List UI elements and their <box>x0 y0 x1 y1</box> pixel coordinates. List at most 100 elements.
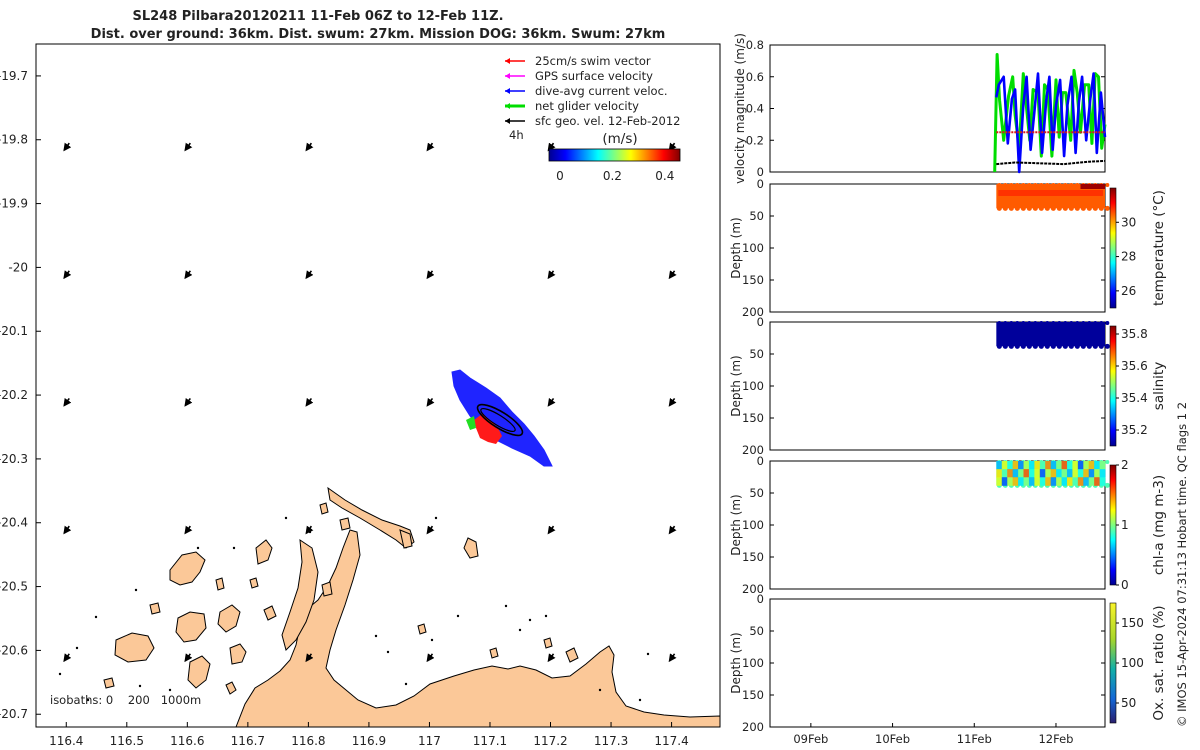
geo-vector-arrow <box>63 142 72 152</box>
depth-y-tick: 50 <box>749 486 764 500</box>
legend-scale-label: 4h <box>509 128 524 142</box>
legend-arrowhead <box>505 118 510 124</box>
time-x-tick: 11Feb <box>957 732 992 746</box>
legend-label: 25cm/s swim vector <box>535 54 651 68</box>
geo-vector-arrow <box>305 653 314 663</box>
colorbar-label: temperature (°C) <box>1151 190 1167 306</box>
credit-text: © IMOS 15-Apr-2024 07:31:13 Hobart time.… <box>1175 402 1189 727</box>
map-y-tick-label: -20.5 <box>0 580 28 594</box>
depth-y-tick: 0 <box>757 315 764 329</box>
map-colorbar-tick: 0.2 <box>603 169 622 183</box>
depth-y-tick: 150 <box>742 411 764 425</box>
geo-vector-arrow <box>305 525 314 535</box>
depth-y-tick: 200 <box>742 582 764 596</box>
geo-vector-arrow <box>668 397 677 407</box>
velocity-y-tick: 0.2 <box>746 133 764 147</box>
velocity-y-tick: 0.6 <box>746 70 764 84</box>
map-y-ticks: -19.7 -19.8 -19.9 -20 -20.1 -20.2 -20.3 -20.4 -2… <box>0 69 41 721</box>
map-x-tick-label: 117.4 <box>654 734 688 748</box>
colorbar-tick-label: 150 <box>1121 616 1144 630</box>
geo-vector-arrow <box>426 525 435 535</box>
legend-arrowhead <box>505 58 510 64</box>
colorbar-tick-label: 35.4 <box>1121 391 1148 405</box>
velocity-series-line <box>995 72 1107 174</box>
depth-y-tick: 150 <box>742 273 764 287</box>
geo-vector-arrow <box>184 653 193 663</box>
geo-vector-arrow <box>668 653 677 663</box>
geo-vector-arrow <box>668 270 677 280</box>
depth-y-tick: 100 <box>742 518 764 532</box>
geo-vector-arrow <box>63 653 72 663</box>
colorbar-tick-label: 26 <box>1121 284 1136 298</box>
map-colorbar-tick: 0.4 <box>655 169 674 183</box>
geo-vector-arrow <box>426 653 435 663</box>
map-x-tick-label: 116.5 <box>110 734 144 748</box>
depth-y-tick: 100 <box>742 656 764 670</box>
geo-vector-arrow <box>63 397 72 407</box>
panel-colorbar <box>1109 325 1117 447</box>
geo-vector-arrow <box>63 525 72 535</box>
depth-panel-2: 0 50 100 150 200 Depth (m) 35.2 35.4 35.6 35.8 sal… <box>729 315 1167 457</box>
colorbar-tick-label: 2 <box>1121 458 1129 472</box>
chart-title-line1: SL248 Pilbara20120211 11-Feb 06Z to 12-F… <box>132 9 503 24</box>
map-x-tick-label: 117.2 <box>533 734 567 748</box>
depth-y-tick: 0 <box>757 177 764 191</box>
time-x-tick: 10Feb <box>875 732 910 746</box>
legend-label: net glider velocity <box>535 99 639 113</box>
chart-title-line2: Dist. over ground: 36km. Dist. swum: 27k… <box>91 27 666 42</box>
geo-vector-arrow <box>547 397 556 407</box>
geo-vector-arrow <box>63 270 72 280</box>
map-colorbar-label: (m/s) <box>602 131 637 147</box>
coastline-land <box>103 486 720 727</box>
map-x-tick-label: 116.7 <box>231 734 265 748</box>
legend-arrowhead <box>505 88 510 94</box>
geo-vector-arrow <box>184 525 193 535</box>
depth-panel-4: 0 50 100 150 200 Depth (m) 50 100 150 Ox. sat. ra… <box>729 592 1167 734</box>
glider-track <box>451 369 553 467</box>
depth-y-label: Depth (m) <box>729 355 743 416</box>
geo-vector-arrow <box>426 270 435 280</box>
depth-y-label: Depth (m) <box>729 217 743 278</box>
map-x-tick-label: 117 <box>418 734 441 748</box>
depth-y-label: Depth (m) <box>729 494 743 555</box>
map-colorbar <box>548 148 681 162</box>
geo-vector-arrow <box>547 653 556 663</box>
isobaths-label: isobaths: 0 200 1000m <box>50 693 201 707</box>
geo-vector-arrow <box>305 397 314 407</box>
colorbar-tick-label: 28 <box>1121 250 1136 264</box>
colorbar-tick-label: 0 <box>1121 578 1129 592</box>
map-y-tick-label: -20.3 <box>0 452 28 466</box>
map-x-tick-label: 117.1 <box>473 734 507 748</box>
geostrophic-vectors <box>63 142 677 663</box>
colorbar-tick-label: 30 <box>1121 215 1136 229</box>
depth-panel-3: 0 50 100 150 200 Depth (m) 0 1 2 chl-a (mg m-3) <box>729 454 1167 596</box>
colorbar-label: salinity <box>1151 362 1167 410</box>
geo-vector-arrow <box>547 525 556 535</box>
map-x-ticks: 116.4 116.5 116.6 116.7 116.8 116.9 117 117.1 11… <box>49 722 689 748</box>
depth-y-tick: 50 <box>749 347 764 361</box>
depth-y-tick: 200 <box>742 305 764 319</box>
depth-y-tick: 0 <box>757 454 764 468</box>
map-y-tick-label: -20.7 <box>0 707 28 721</box>
velocity-y-tick: 0.4 <box>746 102 764 116</box>
colorbar-tick-label: 1 <box>1121 518 1129 532</box>
map-colorbar-ticks: 0 0.2 0.4 <box>556 169 674 183</box>
map-y-tick-label: -20.2 <box>0 388 28 402</box>
geo-vector-arrow <box>184 142 193 152</box>
depth-y-tick: 200 <box>742 720 764 734</box>
map-x-tick-label: 117.3 <box>594 734 628 748</box>
depth-y-tick: 50 <box>749 624 764 638</box>
map-y-tick-label: -19.9 <box>0 197 28 211</box>
geo-vector-arrow <box>668 525 677 535</box>
map-x-tick-label: 116.8 <box>291 734 325 748</box>
depth-panel-1: 0 50 100 150 200 Depth (m) 26 28 30 temperature (… <box>729 177 1167 319</box>
velocity-y-label: velocity magnitude (m/s) <box>733 33 747 184</box>
legend-label: dive-avg current veloc. <box>535 84 668 98</box>
depth-y-tick: 0 <box>757 592 764 606</box>
depth-y-tick: 150 <box>742 550 764 564</box>
time-x-tick: 12Feb <box>1038 732 1073 746</box>
map-y-tick-label: -20.1 <box>0 324 28 338</box>
